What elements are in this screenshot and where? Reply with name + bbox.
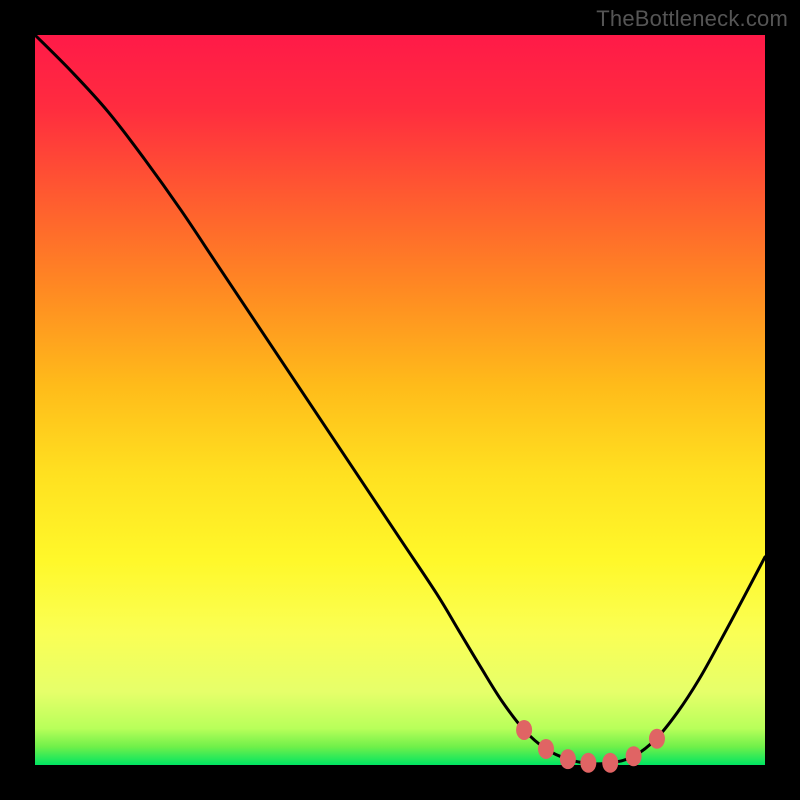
optimal-marker <box>602 753 618 773</box>
optimal-marker <box>580 753 596 773</box>
optimal-marker <box>538 739 554 759</box>
watermark-label: TheBottleneck.com <box>596 6 788 32</box>
optimal-marker <box>649 729 665 749</box>
optimal-marker <box>516 720 532 740</box>
optimal-marker <box>560 749 576 769</box>
chart-root: { "watermark": "TheBottleneck.com", "cha… <box>0 0 800 800</box>
plot-background <box>35 35 765 765</box>
optimal-marker <box>626 746 642 766</box>
bottleneck-chart <box>0 0 800 800</box>
